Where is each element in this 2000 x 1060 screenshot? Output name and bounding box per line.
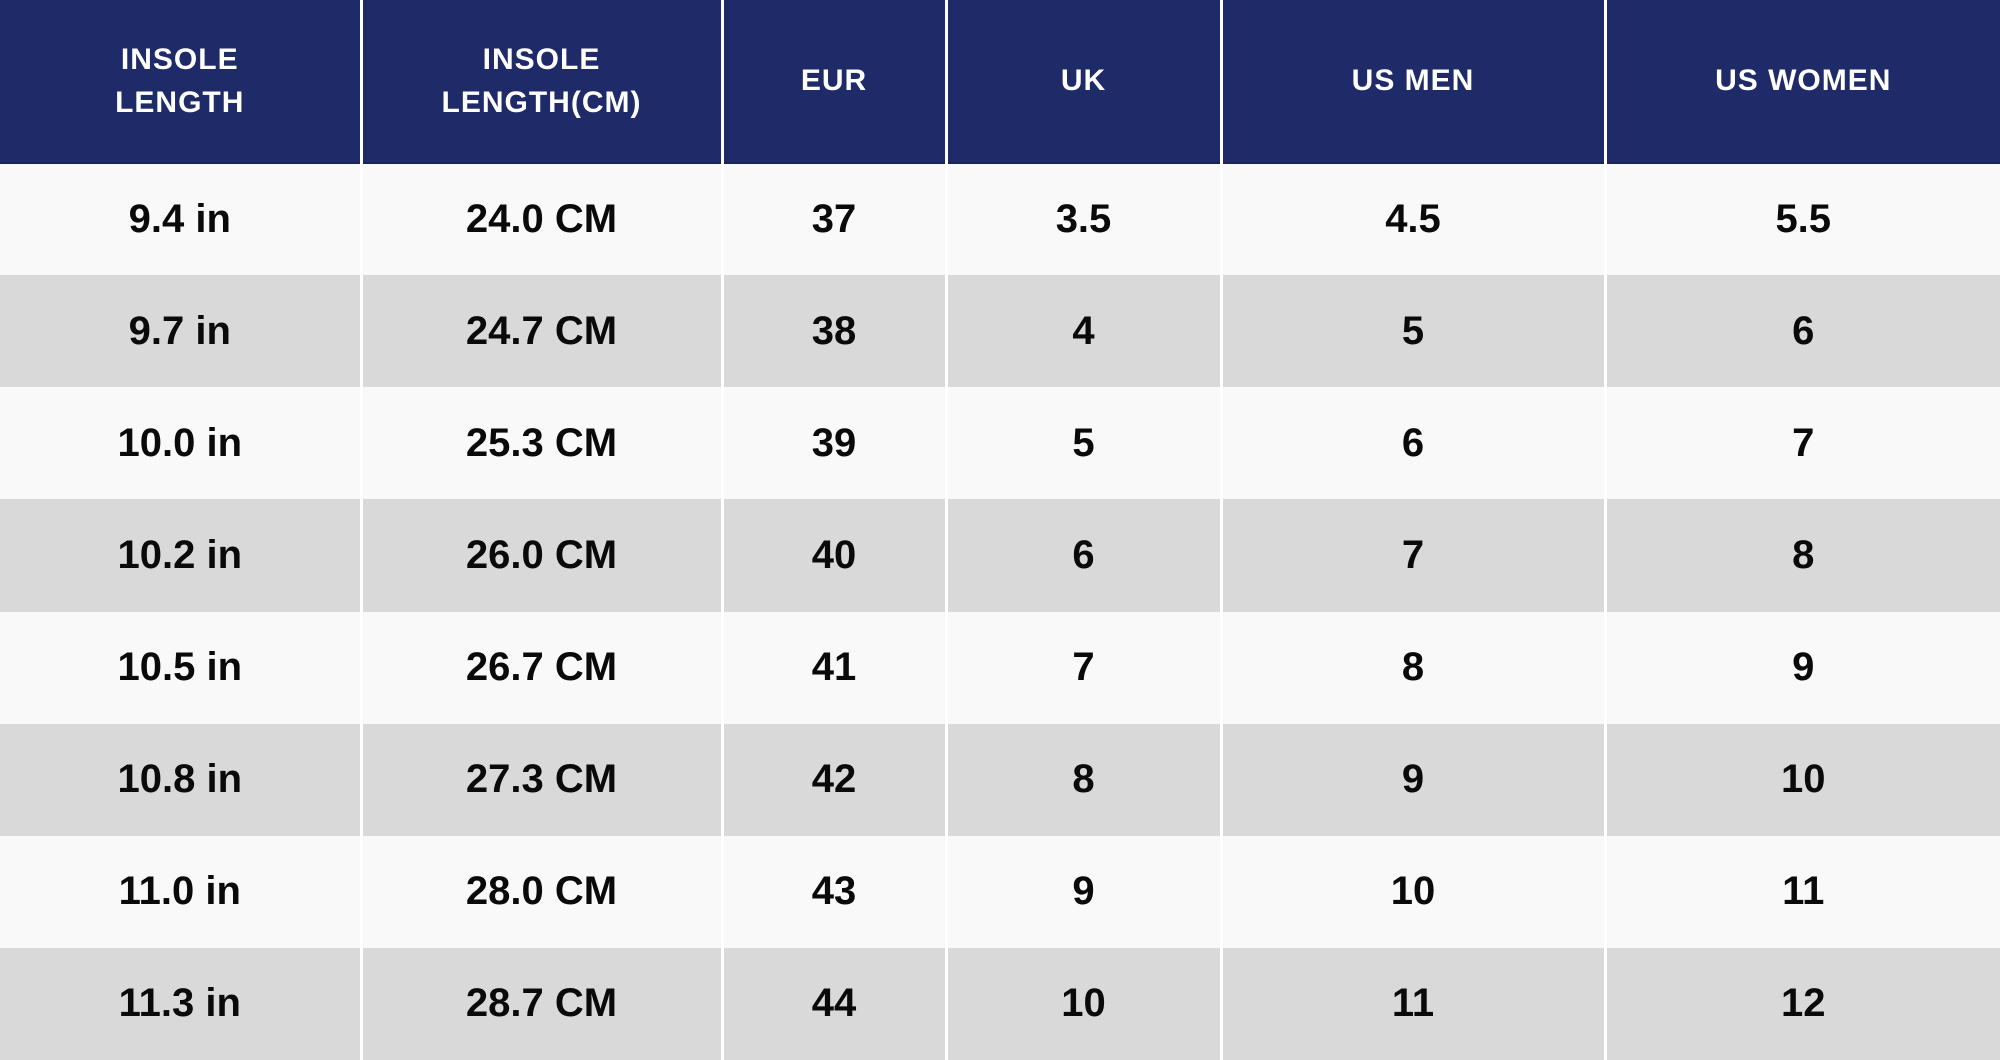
table-row: 10.8 in 27.3 CM 42 8 9 10	[0, 723, 2000, 836]
cell-us-women: 11	[1603, 835, 2000, 948]
cell-us-men: 5	[1219, 275, 1605, 388]
cell-us-men: 11	[1219, 947, 1605, 1060]
cell-us-women: 9	[1603, 611, 2000, 724]
cell-insole-length: 10.0 in	[0, 387, 361, 500]
table-row: 9.4 in 24.0 CM 37 3.5 4.5 5.5	[0, 163, 2000, 276]
cell-insole-length-cm: 26.0 CM	[359, 499, 722, 612]
cell-us-men: 8	[1219, 611, 1605, 724]
cell-insole-length-cm: 24.7 CM	[359, 275, 722, 388]
cell-eur: 44	[720, 947, 946, 1060]
column-header-us-men: US MEN	[1219, 0, 1605, 164]
cell-uk: 10	[944, 947, 1221, 1060]
cell-uk: 9	[944, 835, 1221, 948]
cell-insole-length-cm: 24.0 CM	[359, 163, 722, 276]
column-header-us-women: US WOMEN	[1603, 0, 2000, 164]
cell-us-men: 10	[1219, 835, 1605, 948]
cell-us-men: 9	[1219, 723, 1605, 836]
column-header-insole-length: INSOLE LENGTH	[0, 0, 361, 164]
cell-uk: 4	[944, 275, 1221, 388]
cell-us-men: 4.5	[1219, 163, 1605, 276]
cell-insole-length: 9.4 in	[0, 163, 361, 276]
header-row: INSOLE LENGTH INSOLE LENGTH(CM) EUR UK US ME…	[0, 0, 2000, 164]
cell-eur: 38	[720, 275, 946, 388]
table-body: 9.4 in 24.0 CM 37 3.5 4.5 5.5 9.7 in 24.7 CM 38 4…	[0, 163, 2000, 1060]
cell-us-women: 8	[1603, 499, 2000, 612]
cell-us-men: 6	[1219, 387, 1605, 500]
cell-eur: 43	[720, 835, 946, 948]
cell-insole-length-cm: 28.7 CM	[359, 947, 722, 1060]
cell-insole-length: 10.2 in	[0, 499, 361, 612]
cell-uk: 8	[944, 723, 1221, 836]
cell-eur: 39	[720, 387, 946, 500]
cell-insole-length: 9.7 in	[0, 275, 361, 388]
column-header-label: US WOMEN	[1715, 64, 1892, 98]
cell-insole-length-cm: 27.3 CM	[359, 723, 722, 836]
cell-insole-length: 11.0 in	[0, 835, 361, 948]
column-header-insole-length-cm: INSOLE LENGTH(CM)	[359, 0, 722, 164]
column-header-label: US MEN	[1351, 64, 1475, 98]
cell-us-women: 7	[1603, 387, 2000, 500]
cell-uk: 5	[944, 387, 1221, 500]
table-row: 9.7 in 24.7 CM 38 4 5 6	[0, 275, 2000, 388]
table-row: 10.2 in 26.0 CM 40 6 7 8	[0, 499, 2000, 612]
cell-insole-length-cm: 25.3 CM	[359, 387, 722, 500]
cell-eur: 42	[720, 723, 946, 836]
table-row: 10.5 in 26.7 CM 41 7 8 9	[0, 611, 2000, 724]
table-header: INSOLE LENGTH INSOLE LENGTH(CM) EUR UK US ME…	[0, 0, 2000, 164]
table-row: 10.0 in 25.3 CM 39 5 6 7	[0, 387, 2000, 500]
column-header-eur: EUR	[720, 0, 946, 164]
cell-us-men: 7	[1219, 499, 1605, 612]
cell-eur: 41	[720, 611, 946, 724]
column-header-label: INSOLE LENGTH	[115, 42, 245, 120]
column-header-label: EUR	[800, 64, 868, 98]
column-header-label: UK	[1060, 64, 1107, 98]
table-row: 11.0 in 28.0 CM 43 9 10 11	[0, 835, 2000, 948]
cell-eur: 37	[720, 163, 946, 276]
cell-insole-length-cm: 28.0 CM	[359, 835, 722, 948]
cell-eur: 40	[720, 499, 946, 612]
cell-uk: 6	[944, 499, 1221, 612]
cell-uk: 3.5	[944, 163, 1221, 276]
column-header-uk: UK	[944, 0, 1221, 164]
cell-uk: 7	[944, 611, 1221, 724]
cell-insole-length: 10.5 in	[0, 611, 361, 724]
cell-insole-length: 11.3 in	[0, 947, 361, 1060]
cell-us-women: 12	[1603, 947, 2000, 1060]
cell-insole-length: 10.8 in	[0, 723, 361, 836]
column-header-label: INSOLE LENGTH(CM)	[441, 42, 642, 120]
table-row: 11.3 in 28.7 CM 44 10 11 12	[0, 947, 2000, 1060]
cell-insole-length-cm: 26.7 CM	[359, 611, 722, 724]
cell-us-women: 5.5	[1603, 163, 2000, 276]
cell-us-women: 10	[1603, 723, 2000, 836]
cell-us-women: 6	[1603, 275, 2000, 388]
